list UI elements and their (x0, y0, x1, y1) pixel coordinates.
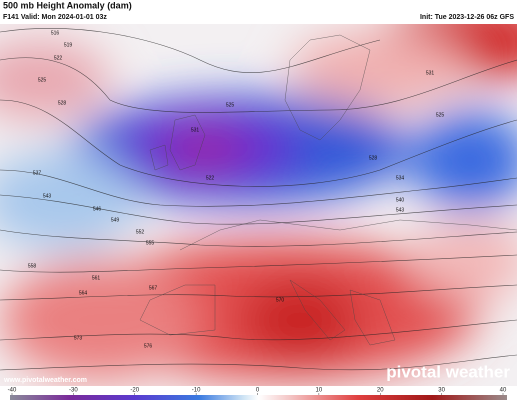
contour-label: 519 (64, 42, 73, 48)
contour-label: 516 (51, 30, 60, 36)
contour-label: 537 (33, 170, 42, 176)
contour-label: 555 (146, 240, 155, 246)
contour-label: 525 (38, 77, 47, 83)
colorbar-tick-label: 30 (438, 388, 445, 394)
title: 500 mb Height Anomaly (dam) (3, 0, 132, 10)
contour-label: 528 (369, 155, 378, 161)
contour-label: 534 (396, 175, 405, 181)
colorbar-tick-label: 20 (377, 388, 384, 394)
init-time: Init: Tue 2023-12-26 06z GFS (420, 14, 514, 21)
contour-label: 558 (28, 263, 37, 269)
contour-label: 543 (396, 207, 405, 213)
contour-label: 549 (111, 217, 120, 223)
contour-label: 564 (79, 290, 88, 296)
valid-time: F141 Valid: Mon 2024-01-01 03z (3, 14, 107, 21)
contour-label: 531 (191, 127, 200, 133)
brand: pivotal weather (386, 362, 510, 381)
url: www.pivotalweather.com (3, 377, 87, 384)
contour-label: 573 (74, 335, 83, 341)
contour-label: 567 (149, 285, 158, 291)
contour-label: 525 (436, 112, 445, 118)
contour-label: 543 (43, 193, 52, 199)
colorbar-tick-label: 10 (316, 388, 323, 394)
contour-label: 522 (206, 175, 215, 181)
contour-label: 576 (144, 343, 153, 349)
contour-label: 540 (396, 197, 405, 203)
colorbar-tick-label: -10 (192, 388, 201, 394)
colorbar-tick-label: 40 (500, 388, 507, 394)
colorbar-tick-label: -40 (8, 388, 17, 394)
contour-label: 570 (276, 297, 285, 303)
contour-label: 528 (58, 100, 67, 106)
contour-label: 522 (54, 55, 63, 61)
colorbar-tick-label: -30 (69, 388, 78, 394)
colorbar-tick-label: -20 (130, 388, 139, 394)
map: 5165195225255285315255225375435465495525… (0, 24, 517, 386)
contour-label: 525 (226, 102, 235, 108)
colorbar (10, 395, 507, 400)
contour-label: 546 (93, 206, 102, 212)
contour-label: 531 (426, 70, 435, 76)
colorbar-tick-label: 0 (256, 388, 260, 394)
contour-label: 552 (136, 229, 145, 235)
contour-label: 561 (92, 275, 101, 281)
